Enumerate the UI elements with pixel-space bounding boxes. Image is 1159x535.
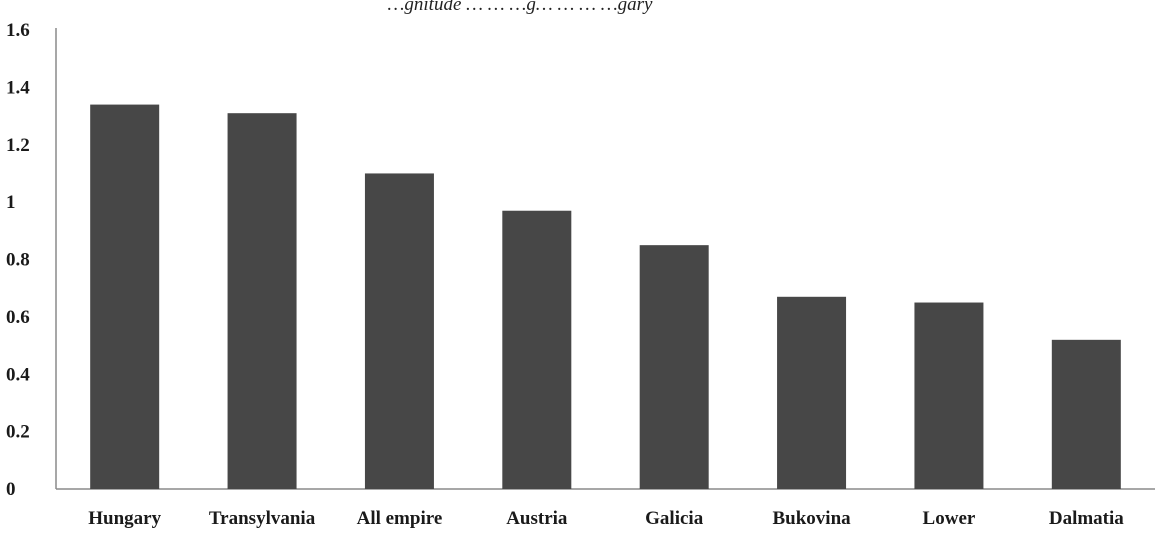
x-category-label: Bukovina [772,508,851,529]
x-category-label: Hungary [88,508,161,529]
bar-bukovina [777,296,847,489]
bar-galicia [639,245,709,489]
y-tick-label: 0.4 [6,364,30,385]
bar-austria [502,210,572,489]
x-category-label: Dalmatia [1049,508,1124,529]
x-category-label: Galicia [645,508,704,529]
y-tick-label: 1.2 [6,135,30,156]
y-tick-label: 0.6 [6,307,30,328]
y-tick-label: 0.2 [6,422,30,443]
x-category-label: Transylvania [209,508,316,529]
y-tick-label: 1 [6,192,16,213]
x-category-label: Lower [923,508,976,529]
bar-dalmatia [1051,339,1121,489]
y-tick-label: 1.4 [6,77,30,98]
bar-all-empire [364,173,434,489]
chart-title-group: …gnitude … … …g… … … …gary [388,0,654,15]
bar-transylvania [227,113,297,489]
y-tick-label: 0.8 [6,250,30,271]
bar-lower [914,302,984,489]
bar-hungary [90,104,160,490]
chart-title: …gnitude … … …g… … … …gary [388,0,654,15]
bars-group [90,104,1121,490]
y-tick-label: 1.6 [6,20,30,41]
y-axis-ticks: 0 0.2 0.4 0.6 0.8 1 1.2 1.4 1.6 [6,20,30,500]
x-category-label: Austria [506,508,568,529]
x-axis-labels: Hungary Transylvania All empire Austria Gali… [88,508,1124,529]
y-tick-label: 0 [6,479,16,500]
x-category-label: All empire [357,508,443,529]
